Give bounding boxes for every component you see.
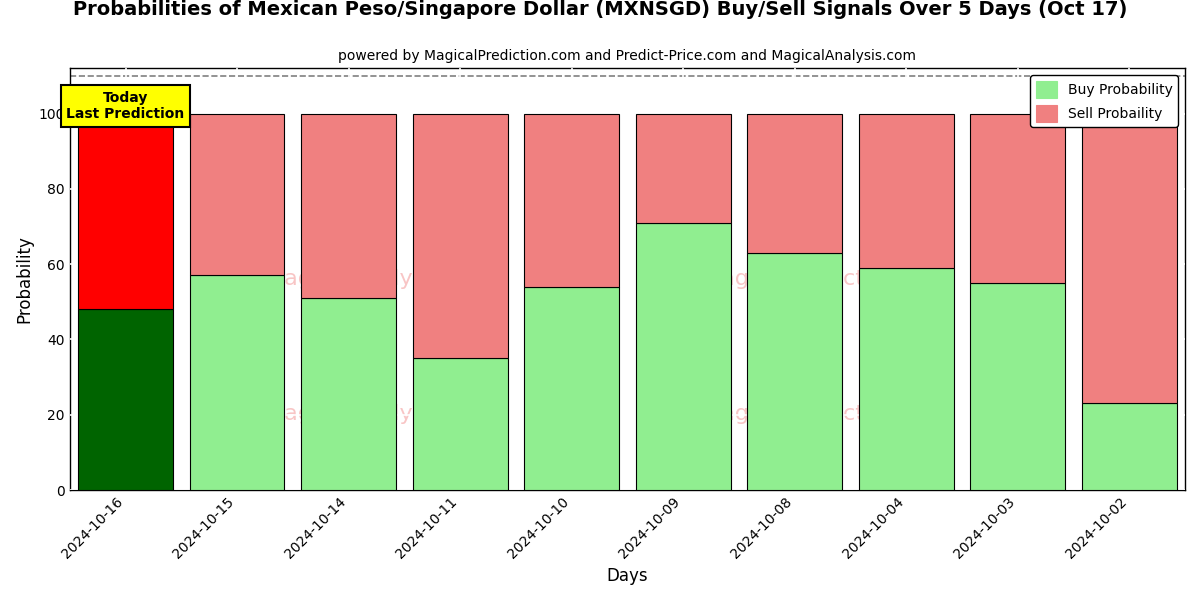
Y-axis label: Probability: Probability [14,235,34,323]
Text: Today
Last Prediction: Today Last Prediction [66,91,185,121]
X-axis label: Days: Days [606,567,648,585]
Bar [971,283,1066,490]
Bar [971,113,1066,283]
Bar [524,287,619,490]
Bar [636,113,731,223]
Legend: Buy Probability, Sell Probaility: Buy Probability, Sell Probaility [1030,75,1178,127]
Bar [1082,113,1177,403]
Text: MagicalPrediction.com: MagicalPrediction.com [703,269,953,289]
Text: Probabilities of Mexican Peso/Singapore Dollar (MXNSGD) Buy/Sell Signals Over 5 : Probabilities of Mexican Peso/Singapore … [73,0,1127,19]
Bar [1082,403,1177,490]
Bar [859,113,954,268]
Bar [859,268,954,490]
Bar [301,298,396,490]
Bar [78,113,173,310]
Bar [190,275,284,490]
Text: MagicalPrediction.com: MagicalPrediction.com [703,404,953,424]
Bar [748,113,842,253]
Text: MagicalAnalysis.com: MagicalAnalysis.com [266,404,498,424]
Bar [748,253,842,490]
Bar [301,113,396,298]
Title: powered by MagicalPrediction.com and Predict-Price.com and MagicalAnalysis.com: powered by MagicalPrediction.com and Pre… [338,49,917,63]
Bar [190,113,284,275]
Bar [636,223,731,490]
Bar [413,113,508,358]
Bar [524,113,619,287]
Bar [78,310,173,490]
Bar [413,358,508,490]
Text: MagicalAnalysis.com: MagicalAnalysis.com [266,269,498,289]
